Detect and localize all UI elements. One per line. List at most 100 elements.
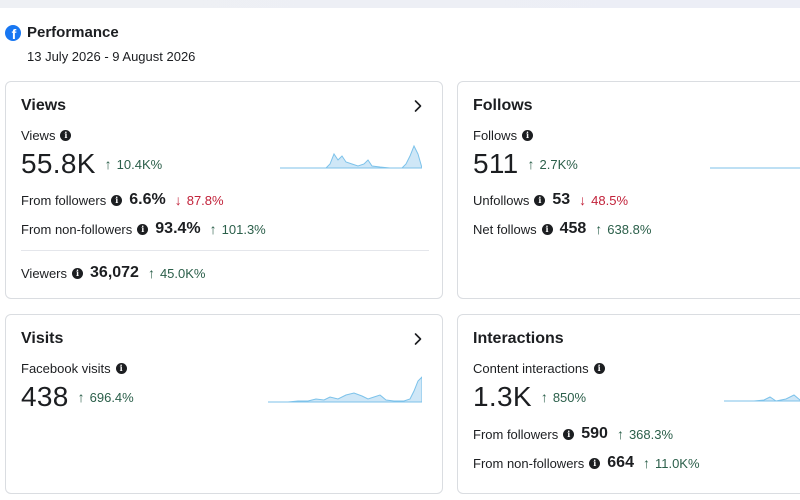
views-from-followers-delta-text: 87.8% — [186, 192, 224, 208]
interactions-card[interactable]: Interactions Content interactions i 1.3K… — [457, 314, 800, 494]
arrow-up-icon: ↑ — [616, 426, 624, 442]
info-icon[interactable]: i — [115, 363, 127, 374]
views-from-followers-delta: ↓ 87.8% — [175, 192, 224, 208]
views-from-non-followers-row: From non-followers i 93.4% ↑ 101.3% — [21, 220, 266, 238]
views-metric-delta-text: 10.4K% — [116, 156, 163, 172]
visits-metric-label: Facebook visits — [21, 361, 111, 376]
interactions-metric-delta: ↑ 850% — [541, 389, 586, 405]
arrow-up-icon: ↑ — [104, 156, 112, 172]
arrow-up-icon: ↑ — [209, 221, 217, 237]
follows-net-row: Net follows i 458 ↑ 638.8% — [473, 220, 651, 238]
interactions-from-followers-delta-text: 368.3% — [628, 426, 674, 442]
visits-sparkline — [268, 376, 422, 403]
visits-card[interactable]: Visits Facebook visits i 438 ↑ 696.4% — [5, 314, 443, 494]
views-viewers-delta: ↑ 45.0K% — [148, 265, 206, 281]
chevron-right-icon[interactable] — [410, 331, 426, 347]
views-card-title: Views — [21, 97, 67, 114]
views-metric-delta: ↑ 10.4K% — [105, 156, 163, 172]
arrow-up-icon: ↑ — [540, 389, 548, 405]
interactions-metric-row: 1.3K ↑ 850% — [473, 381, 586, 413]
interactions-from-followers-value: 590 — [581, 425, 608, 442]
views-viewers-row: Viewers i 36,072 ↑ 45.0K% — [21, 264, 206, 282]
arrow-down-icon: ↓ — [579, 192, 587, 208]
info-icon[interactable]: i — [111, 194, 123, 206]
views-divider — [21, 250, 429, 251]
interactions-from-followers-label: From followers — [473, 426, 559, 442]
interactions-metric-delta-text: 850% — [552, 389, 587, 405]
views-from-followers-label: From followers — [21, 192, 107, 208]
follows-metric-label: Follows — [473, 128, 518, 143]
interactions-metric-label-row: Content interactions i — [473, 361, 605, 376]
follows-unfollows-delta-text: 48.5% — [591, 192, 629, 208]
interactions-from-non-followers-label: From non-followers — [473, 455, 585, 471]
performance-header: f Performance 13 July 2026 - 9 August 20… — [5, 24, 195, 64]
visits-card-title: Visits — [21, 330, 64, 347]
interactions-from-followers-delta: ↑ 368.3% — [617, 426, 673, 442]
follows-net-value: 458 — [559, 220, 587, 237]
follows-net-delta-text: 638.8% — [607, 221, 652, 237]
views-from-non-followers-delta-text: 101.3% — [221, 221, 266, 237]
views-from-non-followers-delta: ↑ 101.3% — [210, 221, 266, 237]
views-metric-value: 55.8K — [21, 148, 96, 179]
views-viewers-label: Viewers — [21, 265, 68, 281]
interactions-sparkline — [724, 394, 800, 402]
views-from-followers-value: 6.6% — [129, 191, 166, 208]
page-title: Performance — [27, 24, 119, 41]
views-from-non-followers-value: 93.4% — [155, 220, 201, 237]
interactions-metric-label: Content interactions — [473, 361, 589, 376]
info-icon[interactable]: i — [534, 194, 546, 206]
interactions-from-non-followers-row: From non-followers i 664 ↑ 11.0K% — [473, 454, 700, 472]
info-icon[interactable]: i — [72, 267, 84, 279]
views-metric-label-row: Views i — [21, 128, 72, 143]
views-from-non-followers-label: From non-followers — [21, 221, 133, 237]
visits-metric-label-row: Facebook visits i — [21, 361, 127, 376]
interactions-from-followers-row: From followers i 590 ↑ 368.3% — [473, 425, 673, 443]
follows-metric-row: 511 ↑ 2.7K% — [473, 148, 578, 180]
arrow-up-icon: ↑ — [595, 221, 603, 237]
chevron-right-icon[interactable] — [410, 98, 426, 114]
visits-metric-value: 438 — [21, 381, 69, 412]
follows-net-delta: ↑ 638.8% — [595, 221, 651, 237]
views-sparkline — [280, 144, 422, 169]
follows-unfollows-value: 53 — [552, 191, 571, 208]
arrow-up-icon: ↑ — [527, 156, 535, 172]
info-icon[interactable]: i — [563, 428, 575, 440]
info-icon[interactable]: i — [589, 457, 601, 469]
info-icon[interactable]: i — [60, 130, 72, 141]
arrow-up-icon: ↑ — [77, 389, 85, 405]
top-bar — [0, 0, 800, 8]
arrow-up-icon: ↑ — [642, 455, 650, 471]
views-metric-row: 55.8K ↑ 10.4K% — [21, 148, 162, 180]
views-viewers-value: 36,072 — [90, 264, 139, 281]
views-card[interactable]: Views Views i 55.8K ↑ 10.4K% From follow… — [5, 81, 443, 299]
follows-metric-value: 511 — [473, 148, 519, 179]
arrow-up-icon: ↑ — [147, 265, 155, 281]
visits-metric-delta: ↑ 696.4% — [78, 389, 134, 405]
interactions-from-non-followers-value: 664 — [607, 454, 634, 471]
interactions-from-non-followers-delta-text: 11.0K% — [654, 455, 700, 471]
follows-metric-delta-text: 2.7K% — [539, 156, 578, 172]
views-viewers-delta-text: 45.0K% — [159, 265, 206, 281]
visits-metric-delta-text: 696.4% — [89, 389, 134, 405]
info-icon[interactable]: i — [541, 223, 553, 235]
interactions-metric-value: 1.3K — [473, 381, 532, 412]
info-icon[interactable]: i — [137, 223, 149, 235]
follows-unfollows-row: Unfollows i 53 ↓ 48.5% — [473, 191, 628, 209]
follows-unfollows-delta: ↓ 48.5% — [579, 192, 628, 208]
info-icon[interactable]: i — [593, 363, 605, 374]
arrow-down-icon: ↓ — [174, 192, 182, 208]
follows-unfollows-label: Unfollows — [473, 192, 530, 208]
follows-sparkline — [710, 167, 800, 169]
date-range: 13 July 2026 - 9 August 2026 — [27, 49, 196, 64]
views-from-followers-row: From followers i 6.6% ↓ 87.8% — [21, 191, 224, 209]
follows-metric-label-row: Follows i — [473, 128, 534, 143]
visits-metric-row: 438 ↑ 696.4% — [21, 381, 134, 413]
follows-net-label: Net follows — [473, 221, 537, 237]
follows-metric-delta: ↑ 2.7K% — [528, 156, 578, 172]
interactions-from-non-followers-delta: ↑ 11.0K% — [643, 455, 700, 471]
facebook-logo-icon: f — [5, 24, 21, 41]
info-icon[interactable]: i — [522, 130, 534, 141]
interactions-card-title: Interactions — [473, 330, 564, 347]
follows-card[interactable]: Follows Follows i 511 ↑ 2.7K% Unfollows … — [457, 81, 800, 299]
follows-card-title: Follows — [473, 97, 533, 114]
